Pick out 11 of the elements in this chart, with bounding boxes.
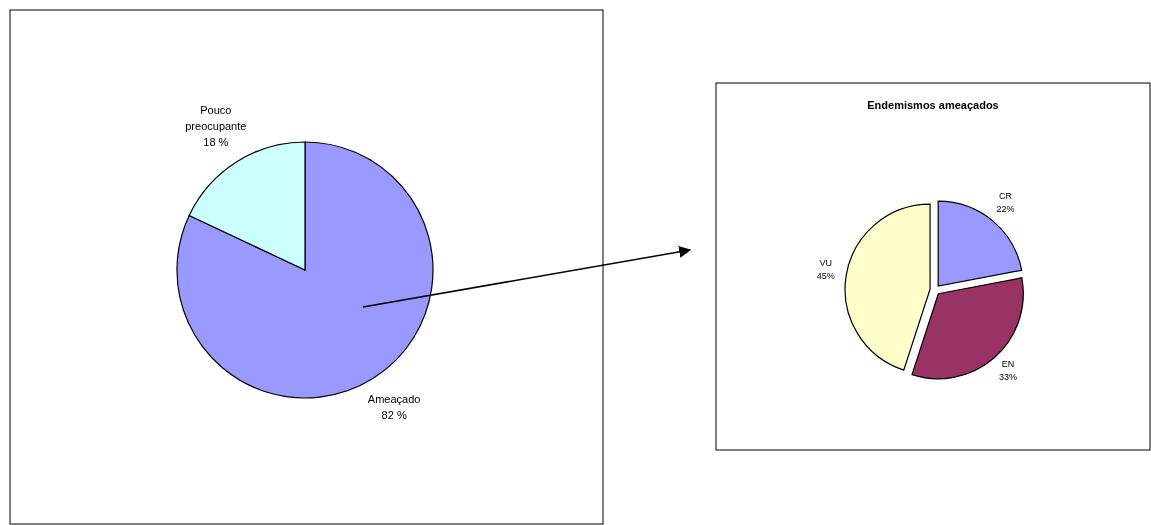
slice-label: Ameaçado [367, 392, 421, 405]
data-label: 45% [816, 271, 835, 282]
data-label: 33% [999, 371, 1018, 382]
slice-label: Pouco preocupante [185, 104, 247, 133]
slice-label: EN [1001, 358, 1015, 369]
data-label: 18 % [203, 136, 229, 148]
slice-label: CR [998, 190, 1013, 201]
slice-label: VU [819, 258, 833, 269]
data-label: 82 % [381, 408, 407, 421]
chart-title: Endemismos ameaçados [867, 99, 999, 111]
data-label: 22% [996, 203, 1015, 214]
